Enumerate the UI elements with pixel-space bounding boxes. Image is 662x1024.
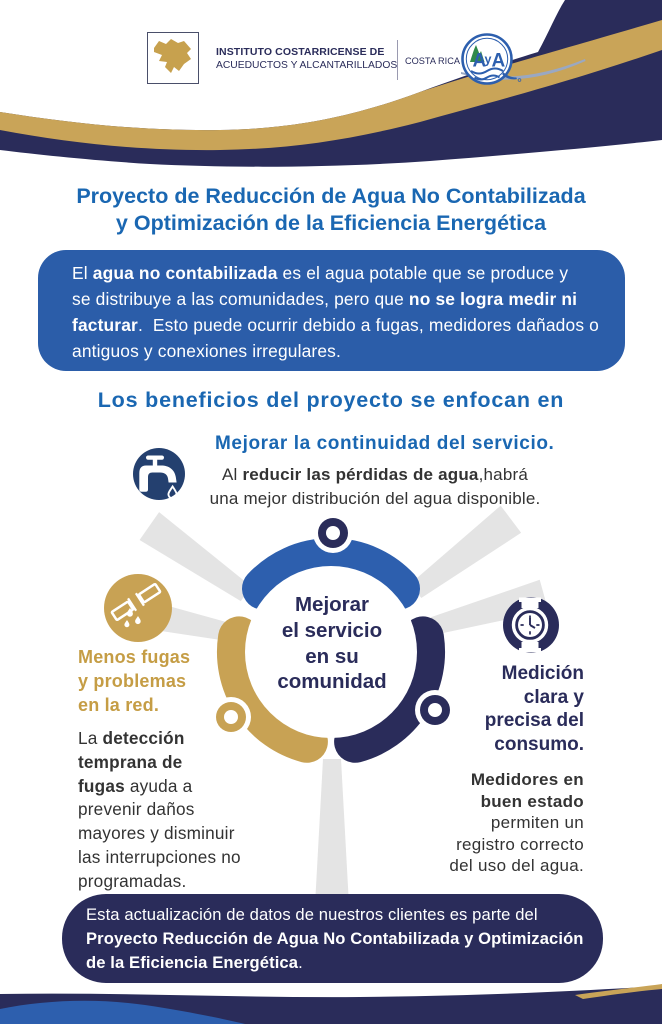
svg-text:A: A [492,51,506,72]
svg-text:y: y [485,53,492,67]
svg-text:A: A [473,51,487,72]
